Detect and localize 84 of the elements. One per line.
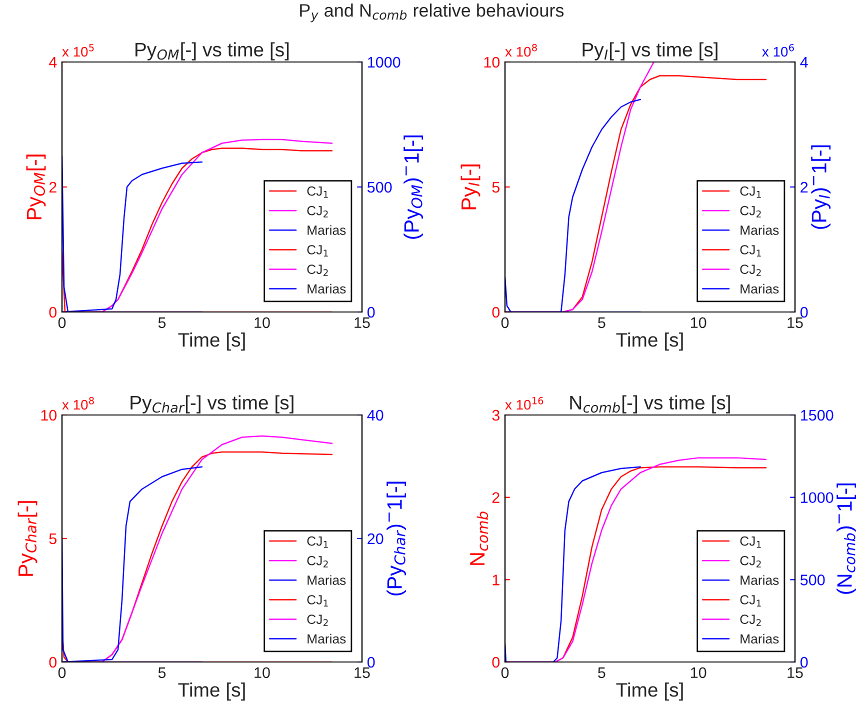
y-axis-title: Py$_{Char}$[-] [18,501,38,576]
legend-label: CJ$_{2}$ [740,264,761,276]
x-tick-label: 0 [58,667,66,678]
y-axis-title: N$_{comb}$ [470,512,488,565]
y-tick-label: 2 [49,182,56,193]
y2-axis-title: (Py$_{I}$)$^{−}$1[-] [811,145,831,229]
legend-label: CJ$_{1}$ [307,536,328,548]
legend-label: CJ$_{2}$ [740,206,761,218]
y-axis-title: Py$_{OM}$[-] [26,154,46,220]
y2-axis-title: (Py$_{OM}$)$^{−}$1[-] [404,136,424,239]
y-tick-label: 0 [49,656,57,668]
x-tick-label: 5 [158,317,166,328]
text: x 10$^{16}$ [505,397,544,410]
legend-label: CJ$_{1}$ [740,536,761,548]
y2-tick-label: 0 [800,306,808,318]
y2-axis-title: (N$_{comb}$)$^{−}$1[-] [836,483,856,594]
text: P$_{y}$ and N$_{comb}$ relative behaviours [300,4,564,22]
legend-label: Marias [740,634,779,644]
y2-tick-label: 0 [367,306,375,318]
x-axis-title: Time [s] [616,682,683,701]
x-tick-label: 0 [501,317,509,328]
legend-label: CJ$_{2}$ [307,614,328,626]
y2-tick-label: 500 [367,182,392,193]
y-tick-label: 5 [492,182,500,193]
x-tick-label: 15 [788,317,803,328]
chart-title: N$_{comb}$[-] vs time [s] [570,395,730,414]
y2-tick-label: 40 [367,410,384,421]
x-tick-label: 15 [354,667,370,678]
y2-tick-label: 4 [800,57,808,68]
legend-label: CJ$_{2}$ [307,206,328,218]
legend-label: Marias [308,575,346,585]
x-tick-label: 5 [598,317,606,328]
legend-label: CJ$_{1}$ [740,595,761,606]
y2-tick-label: 1000 [368,56,400,68]
x-axis-title: Time [s] [178,682,245,701]
y-axis-title: Py$_{I}$[-] [460,164,480,210]
legend-label: CJ$_{2}$ [307,556,328,568]
chart-title: Py$_{I}$[-] vs time [s] [582,42,718,60]
legend-label: Marias [740,575,779,585]
x-axis-title: Time [s] [616,332,683,351]
y2-tick-label: 2 [800,182,808,193]
x-tick-label: 10 [254,317,270,328]
text: x 10$^{8}$ [62,397,94,410]
text: x 10$^{8}$ [505,44,537,57]
x-tick-label: 10 [254,667,270,678]
x-tick-label: 5 [598,667,606,678]
y-tick-label: 0 [492,306,500,318]
x-tick-label: 0 [501,667,509,678]
y-tick-label: 10 [484,56,500,68]
y-tick-label: 3 [492,410,500,421]
y-tick-label: 0 [49,306,57,318]
chart-title: Py$_{Char}$[-] vs time [s] [130,395,294,414]
legend-label: CJ$_{1}$ [307,186,328,198]
legend-label: Marias [308,225,346,235]
legend-label: CJ$_{1}$ [307,595,328,606]
legend-label: CJ$_{1}$ [740,186,761,198]
y2-tick-label: 1500 [801,410,834,421]
legend-label: Marias [740,225,779,235]
x-axis-title: Time [s] [178,332,245,351]
y-tick-label: 4 [48,57,57,68]
y-tick-label: 5 [49,534,56,544]
y2-tick-label: 1000 [801,492,834,504]
text: x 10$^{6}$ [762,44,794,57]
chart-title: Py$_{OM}$[-] vs time [s] [136,42,289,60]
y2-tick-label: 20 [368,533,384,544]
y2-tick-label: 0 [367,656,375,668]
y2-tick-label: 0 [800,656,808,668]
y2-axis-title: (Py$_{Char}$)$^{−}$1[-] [386,482,406,596]
y-tick-label: 2 [492,492,500,503]
x-tick-label: 0 [58,317,66,328]
legend-label: CJ$_{1}$ [740,245,761,256]
y-tick-label: 1 [492,574,500,586]
x-tick-label: 10 [691,317,706,328]
x-tick-label: 5 [158,667,166,678]
y2-tick-label: 500 [800,574,825,586]
legend-label: Marias [740,284,779,294]
legend-label: CJ$_{2}$ [740,614,761,626]
x-tick-label: 15 [354,317,370,328]
y-tick-label: 10 [41,410,57,421]
x-tick-label: 15 [788,667,803,678]
legend-label: CJ$_{2}$ [740,556,761,568]
text: x 10$^{5}$ [62,44,94,57]
y-tick-label: 0 [492,656,500,668]
x-tick-label: 10 [691,667,706,678]
